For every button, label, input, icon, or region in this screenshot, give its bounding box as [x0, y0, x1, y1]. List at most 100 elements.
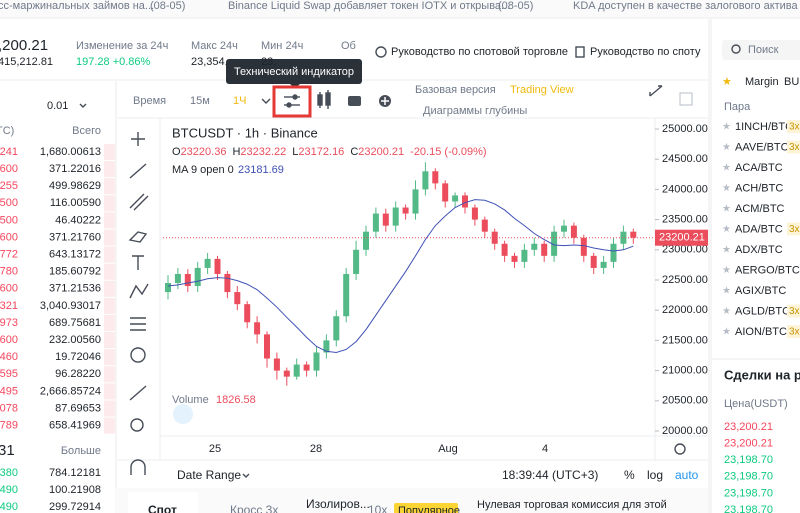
candle-body [630, 231, 637, 238]
bid-total: 299.72914 [49, 501, 101, 513]
favorite-star: ★ [722, 224, 731, 235]
date-range[interactable]: Date Range [177, 468, 241, 482]
interval[interactable]: 15м [190, 95, 210, 107]
pair-name[interactable]: AION/BTC [735, 326, 787, 338]
candle-body [323, 340, 330, 353]
candle-body [590, 255, 597, 268]
pair-name[interactable]: ACH/BTC [735, 182, 783, 194]
guide-link[interactable]: Руководство по спотовой торговле [391, 46, 568, 58]
indicator-button[interactable] [272, 85, 312, 118]
settings-icon[interactable] [674, 443, 686, 455]
percent-toggle[interactable]: % [624, 468, 635, 482]
last-price-value: 415,212.81 [0, 56, 53, 68]
last-price: ,200.21 [0, 37, 48, 54]
ask-total: 658.41969 [49, 420, 101, 432]
depth-bar [104, 263, 115, 280]
ask-price: 0321 [0, 300, 18, 312]
badge [394, 503, 458, 513]
log-toggle[interactable]: log [647, 468, 663, 482]
step-select[interactable]: 0.01 [47, 100, 68, 112]
dropdown-icon[interactable] [261, 98, 271, 104]
time-label[interactable]: Время [133, 95, 166, 107]
pair-name[interactable]: ADX/BTC [735, 244, 783, 256]
chart-type-icon[interactable] [317, 90, 331, 109]
candle-body [214, 258, 221, 274]
pair-name[interactable]: AAVE/BTC [735, 141, 789, 153]
market-tab[interactable]: BUS [784, 76, 800, 88]
clock: 18:39:44 (UTC+3) [502, 468, 598, 482]
candle-body [531, 243, 538, 250]
layout-icon[interactable] [679, 92, 693, 106]
news-item[interactable]: сс-маржинальных займов на... [0, 0, 154, 12]
y-tick-label: 25000.00 [662, 123, 708, 135]
market-tab[interactable]: Margin [745, 76, 779, 88]
news-item[interactable]: Binance Liquid Swap добавляет токен IOTX… [228, 0, 510, 12]
candle-body [551, 231, 558, 256]
candle-body [570, 225, 577, 238]
pair-name[interactable]: ADA/BTC [735, 223, 783, 235]
guide-icon [375, 46, 387, 58]
depth-bar [104, 246, 115, 263]
search-box[interactable] [722, 40, 800, 60]
pair-name[interactable]: AGLD/BTC [735, 305, 790, 317]
favorite-star: ★ [722, 183, 731, 194]
pair-leverage: 3x [789, 224, 800, 235]
favorite-star[interactable]: ★ [722, 76, 732, 88]
chart-symbol: BTCUSDT · 1h · Binance [172, 125, 318, 140]
ask-total: 1,680.00613 [40, 146, 101, 158]
pair-leverage: 3x [789, 142, 800, 153]
drawing-tools[interactable] [128, 132, 149, 475]
favorite-star: ★ [722, 265, 731, 276]
view-tab[interactable]: Диаграммы глубины [423, 105, 527, 117]
view-tab-active[interactable]: Trading View [510, 84, 574, 96]
candle-body [273, 358, 280, 371]
leverage-badge [787, 222, 800, 236]
expand-icon[interactable] [649, 85, 663, 97]
bottom-tab[interactable]: Спот [148, 503, 177, 513]
ask-total: 3,040.93017 [40, 300, 101, 312]
ohlc-value: 23200.21 [358, 146, 404, 158]
ask-total: 116.00590 [50, 197, 101, 209]
bottom-tab[interactable]: Изолиров... [306, 497, 370, 511]
ask-price: 600 [0, 231, 18, 243]
favorite-star: ★ [722, 327, 731, 338]
news-item[interactable]: KDA доступен в качестве залогового актив… [573, 0, 800, 12]
bottom-tab[interactable]: Кросс 3x [230, 503, 278, 513]
tv-logo [173, 404, 193, 424]
ask-total: 96.28220 [55, 368, 101, 380]
y-tick-label: 24000.00 [662, 183, 708, 195]
camera-icon[interactable] [348, 96, 361, 106]
x-tick-label: 4 [542, 443, 548, 455]
pair-name[interactable]: ACM/BTC [735, 203, 785, 215]
depth-bar [104, 400, 115, 417]
pair-name[interactable]: AGIX/BTC [735, 285, 786, 297]
candle-body [264, 334, 270, 359]
ask-total: 643.13172 [49, 249, 101, 261]
candle-body [363, 231, 369, 250]
candle-body [194, 267, 201, 287]
pair-name[interactable]: 1INCH/BTC [735, 121, 793, 133]
pair-leverage: 3x [789, 306, 800, 317]
ask-total: 689.75681 [49, 317, 101, 329]
ask-total: 46.40222 [55, 214, 101, 226]
view-tab[interactable]: Базовая версия [415, 84, 496, 96]
auto-toggle[interactable]: auto [675, 468, 699, 482]
ohlc-key: O [172, 146, 181, 158]
candle-body [382, 213, 389, 226]
dropdown-icon[interactable] [242, 473, 250, 478]
stat-label: Об [341, 40, 356, 52]
tooltip-text: Технический индикатор [234, 66, 354, 78]
candle-body [580, 237, 587, 256]
candle-body [442, 183, 449, 202]
ask-total: 371.21536 [49, 283, 101, 295]
guide-link[interactable]: Руководство по споту [590, 46, 701, 58]
ohlc-value: 23172.16 [298, 146, 344, 158]
interval-active[interactable]: 1Ч [233, 95, 246, 107]
pair-name[interactable]: AERGO/BTC [735, 264, 800, 276]
depth-bar [104, 280, 115, 297]
candle-body [254, 322, 261, 335]
ohlc-legend: O23220.36 H23232.22 L23172.16 C23200.21 -20.… [172, 146, 487, 158]
pair-name[interactable]: ACA/BTC [735, 162, 783, 174]
